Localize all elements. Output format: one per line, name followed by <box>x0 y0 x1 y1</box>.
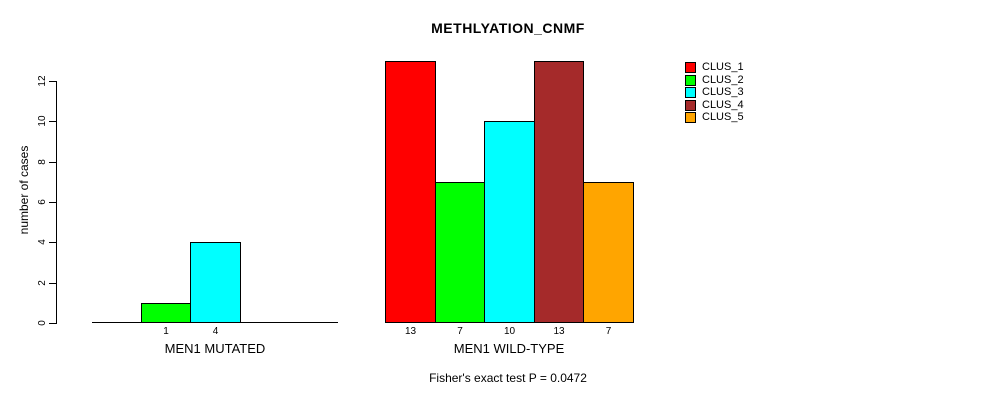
y-axis-tick <box>49 162 56 163</box>
legend-label: CLUS_5 <box>702 111 744 123</box>
legend-swatch-clus_5 <box>685 112 696 123</box>
legend-label: CLUS_1 <box>702 61 744 73</box>
y-axis-tick-label: 6 <box>37 199 48 205</box>
legend-label: CLUS_3 <box>702 86 744 98</box>
bar-clus_2 <box>435 182 485 323</box>
y-axis-tick <box>49 81 56 82</box>
y-axis-tick-label: 4 <box>37 239 48 245</box>
y-axis-tick-label: 12 <box>37 75 48 87</box>
y-axis-line <box>56 81 57 324</box>
bar-value-label: 1 <box>163 326 169 337</box>
y-axis-label: number of cases <box>17 145 31 235</box>
legend-swatch-clus_1 <box>685 62 696 73</box>
y-axis-tick <box>49 242 56 243</box>
chart-title: METHLYATION_CNMF <box>431 20 585 36</box>
group-label: MEN1 WILD-TYPE <box>453 341 565 356</box>
bar-clus_3 <box>484 121 535 323</box>
y-axis-tick-label: 10 <box>37 115 48 127</box>
y-axis-tick <box>49 202 56 203</box>
bar-value-label: 13 <box>553 326 565 337</box>
bar-value-label: 7 <box>605 326 612 337</box>
bar-clus_4 <box>534 61 584 323</box>
bar-value-label: 10 <box>503 326 516 337</box>
bar-value-label: 13 <box>404 326 417 337</box>
bar-clus_3 <box>190 242 241 323</box>
legend-swatch-clus_4 <box>685 99 696 111</box>
bar-value-label: 4 <box>212 326 219 337</box>
y-axis-tick-label: 8 <box>37 159 48 165</box>
bar-clus_2 <box>141 303 191 323</box>
fisher-test-annotation: Fisher's exact test P = 0.0472 <box>429 371 587 385</box>
legend-swatch-clus_3 <box>685 87 696 98</box>
legend-swatch-clus_2 <box>685 74 696 86</box>
group-label: MEN1 MUTATED <box>164 341 266 356</box>
y-axis-tick-label: 2 <box>37 280 48 286</box>
y-axis-tick-label: 0 <box>37 320 48 326</box>
bar-value-label: 7 <box>457 326 463 337</box>
y-axis-tick <box>49 283 56 284</box>
bar-clus_1 <box>385 61 436 323</box>
bar-clus_5 <box>583 182 634 323</box>
y-axis-tick <box>49 121 56 122</box>
legend-label: CLUS_2 <box>702 73 744 86</box>
y-axis-tick <box>49 323 56 324</box>
legend-label: CLUS_4 <box>702 98 744 111</box>
